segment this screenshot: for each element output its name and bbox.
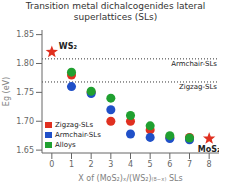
html-text:Zigzag-SLs: Zigzag-SLs bbox=[55, 121, 94, 129]
svg-text:1.65: 1.65 bbox=[16, 146, 34, 155]
svg-text:7: 7 bbox=[187, 160, 192, 169]
svg-text:4: 4 bbox=[128, 160, 133, 169]
svg-text:2: 2 bbox=[89, 160, 94, 169]
svg-text:5: 5 bbox=[148, 160, 153, 169]
svg-text:X of (MoS₂)ₓ/(WS₂)₍₈₋ₓ₎ SLs: X of (MoS₂)ₓ/(WS₂)₍₈₋ₓ₎ SLs bbox=[78, 174, 182, 183]
svg-text:3: 3 bbox=[108, 160, 113, 169]
svg-text:8: 8 bbox=[207, 160, 212, 169]
svg-text:MoS₂: MoS₂ bbox=[198, 145, 219, 153]
svg-text:WS₂: WS₂ bbox=[59, 42, 78, 51]
svg-text:Armchair-SLs: Armchair-SLs bbox=[171, 60, 217, 68]
svg-text:6: 6 bbox=[167, 160, 172, 169]
html-text:Alloys: Alloys bbox=[55, 141, 76, 149]
svg-text:0: 0 bbox=[49, 160, 54, 169]
svg-text:1.80: 1.80 bbox=[16, 59, 34, 68]
svg-text:1: 1 bbox=[69, 160, 74, 169]
svg-text:1.70: 1.70 bbox=[16, 117, 34, 126]
svg-text:1.75: 1.75 bbox=[16, 88, 34, 97]
svg-text:1.85: 1.85 bbox=[16, 30, 34, 39]
html-text:Armchair-SLs: Armchair-SLs bbox=[55, 131, 101, 139]
svg-text:Eg (eV): Eg (eV) bbox=[2, 77, 11, 106]
html-text:Transition metal dichalcogenid: Transition metal dichalcogenides lateral… bbox=[25, 1, 206, 22]
svg-text:Zigzag-SLs: Zigzag-SLs bbox=[179, 83, 217, 91]
